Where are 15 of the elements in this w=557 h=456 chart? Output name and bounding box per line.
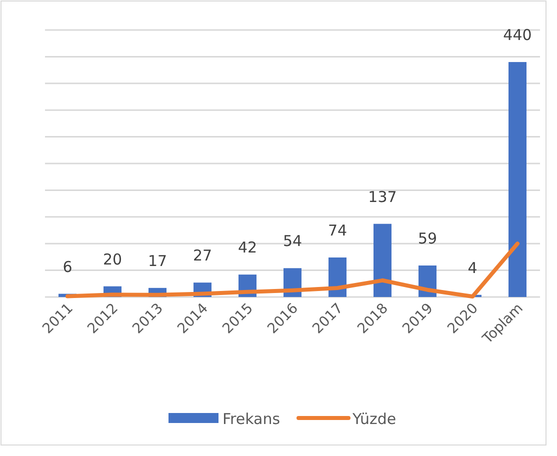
data-label: 4 [468, 258, 478, 277]
bar [374, 224, 392, 297]
data-label: 440 [503, 26, 532, 44]
data-label: 27 [192, 246, 212, 265]
bar [508, 62, 526, 297]
legend-label: Frekans [222, 410, 280, 428]
data-label: 59 [418, 229, 438, 248]
data-label: 6 [62, 258, 72, 276]
data-label: 74 [328, 221, 348, 240]
data-label: 20 [102, 250, 122, 268]
data-label: 42 [238, 238, 258, 257]
data-label: 17 [148, 252, 168, 270]
data-label: 54 [282, 232, 302, 250]
legend-label: Yüzde [352, 410, 396, 428]
data-label: 137 [368, 188, 397, 206]
